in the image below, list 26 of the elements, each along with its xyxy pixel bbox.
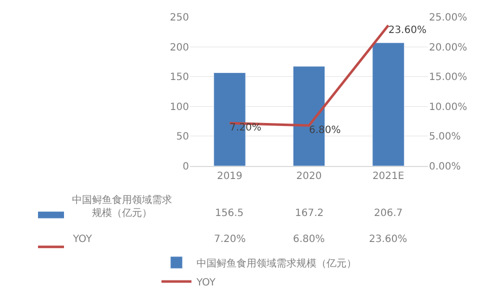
legend-label: YOY — [195, 277, 216, 288]
y2-tick-label: 10.00% — [429, 102, 468, 113]
y-tick-label: 250 — [170, 12, 189, 24]
data-label: 7.20% — [214, 234, 246, 245]
legend-label: 中国鲟鱼食用领域需求规模（亿元） — [196, 257, 356, 270]
x-tick-label: 2019 — [216, 171, 242, 182]
data-label: 156.5 — [215, 208, 244, 219]
text: 23.60% — [388, 24, 426, 36]
y2-tick-label: 20.00% — [429, 42, 468, 54]
text: YOY — [73, 234, 92, 245]
data-label: 23.60% — [369, 234, 408, 245]
y2-tick-label: 5.00% — [429, 132, 461, 143]
y-tick-label: 150 — [170, 72, 189, 84]
data-label: 167.2 — [295, 208, 324, 219]
y-tick-label: 200 — [170, 42, 189, 54]
text: 中国鲟鱼食用领域需求规模（亿元） — [72, 195, 172, 219]
y2-tick-label: 25.00% — [429, 12, 468, 24]
y2-tick-label: 0.00% — [429, 162, 461, 172]
data-label: 206.7 — [374, 208, 403, 219]
y-tick-label: 0 — [182, 162, 189, 172]
data-label: 6.80% — [293, 234, 325, 245]
y2-tick-label: 15.00% — [429, 72, 468, 84]
y-tick-label: 100 — [170, 102, 189, 113]
x-tick-label: 2021E — [372, 171, 404, 182]
y-tick-label: 50 — [176, 132, 189, 143]
x-tick-label: 2020 — [296, 171, 322, 182]
